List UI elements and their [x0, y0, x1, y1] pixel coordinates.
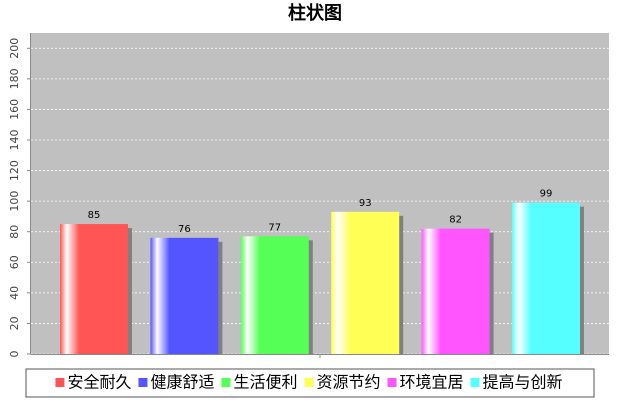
legend-label: 资源节约: [317, 373, 381, 392]
legend-swatch: [138, 378, 148, 387]
y-tick-label: 20: [8, 316, 21, 330]
y-tick-label: 120: [8, 160, 21, 181]
y-tick-label: 140: [8, 130, 21, 151]
y-tick-label: 0: [8, 351, 21, 358]
bar: [331, 211, 400, 354]
y-tick-label: 80: [8, 225, 21, 239]
legend-swatch: [221, 378, 231, 387]
bar: [512, 202, 580, 354]
legend-label: 健康舒适: [150, 373, 214, 392]
y-tick-label: 160: [8, 99, 21, 120]
legend-label: 安全耐久: [67, 373, 131, 392]
legend: 安全耐久 健康舒适 生活便利 资源节约 环境宜居 提高与创新: [25, 368, 595, 398]
value-label: 77: [268, 222, 281, 233]
value-label: 85: [88, 210, 101, 221]
legend-swatch: [470, 378, 480, 387]
chart-title: 柱状图: [288, 2, 342, 24]
value-label: 82: [449, 215, 462, 226]
bar: [60, 224, 128, 354]
y-tick-label: 40: [8, 286, 21, 300]
legend-label: 提高与创新: [483, 373, 563, 392]
legend-label: 环境宜居: [400, 373, 464, 392]
value-label: 93: [359, 198, 372, 209]
legend-swatch: [55, 378, 65, 387]
y-tick-label: 180: [8, 68, 21, 89]
value-label: 99: [540, 189, 553, 200]
legend-swatch: [304, 378, 314, 387]
legend-swatch: [387, 378, 397, 387]
y-tick-label: 200: [8, 38, 21, 59]
legend-label: 生活便利: [233, 373, 297, 392]
y-tick-label: 100: [8, 191, 21, 212]
bar: [240, 236, 309, 354]
bar: [150, 237, 219, 354]
y-tick-label: 60: [8, 255, 21, 269]
value-label: 76: [178, 224, 191, 235]
bar: [421, 228, 490, 354]
